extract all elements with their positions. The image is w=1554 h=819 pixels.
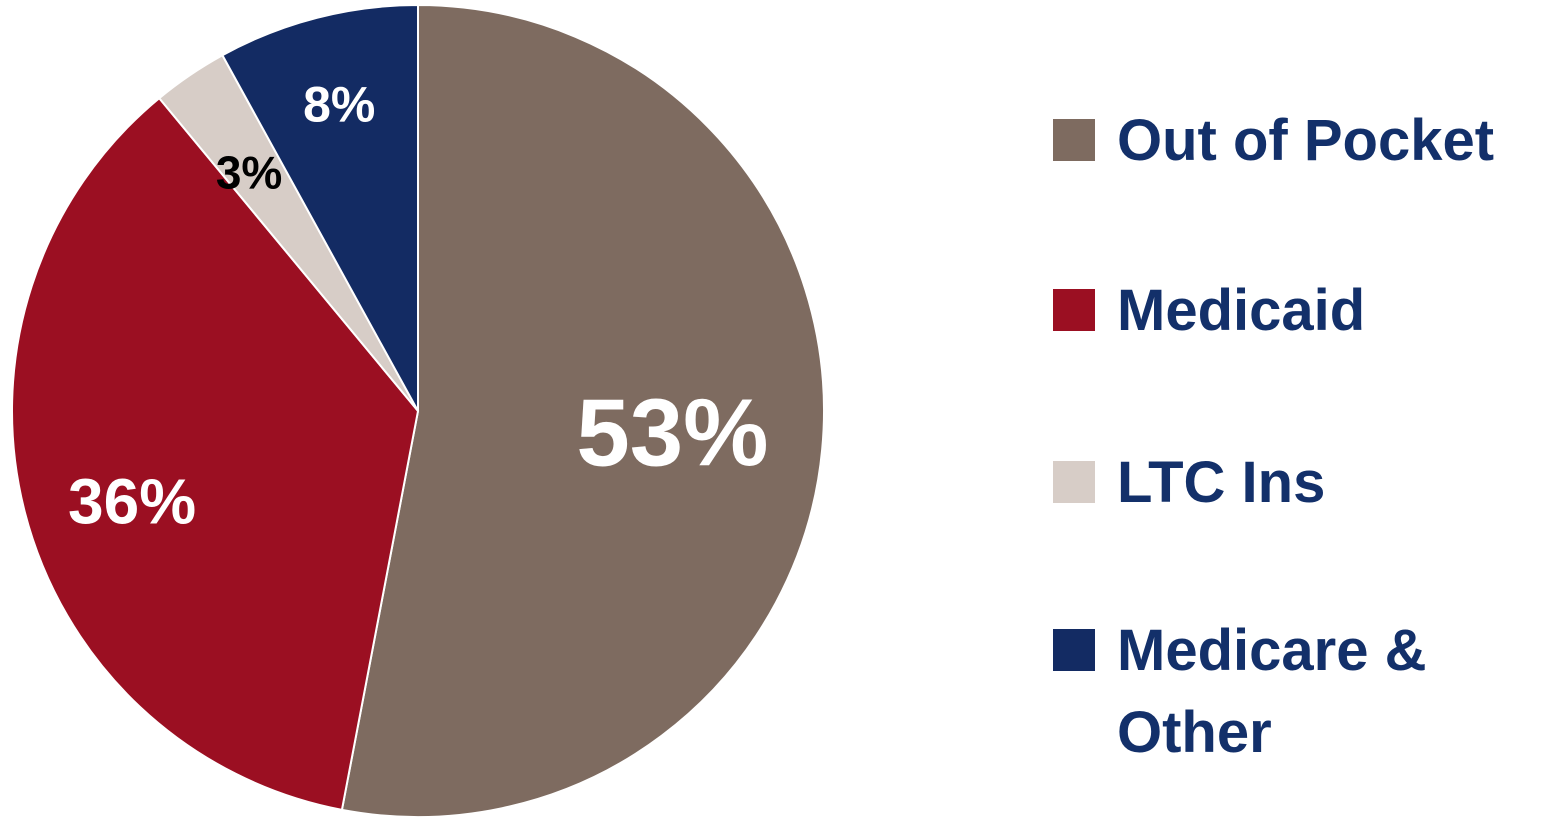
legend-label-out-of-pocket: Out of Pocket	[1117, 108, 1495, 173]
legend-swatch-medicare-other	[1053, 629, 1095, 671]
legend-item-out-of-pocket: Out of Pocket	[1053, 100, 1537, 182]
legend-swatch-medicaid	[1053, 289, 1095, 331]
legend-item-medicare-other: Medicare & Other	[1053, 610, 1537, 774]
data-label-medicaid: 36%	[68, 466, 196, 538]
pie-slice-medicare-other	[221, 3, 419, 412]
legend-swatch-ltc-ins	[1053, 461, 1095, 503]
data-label-medicare-other: 8%	[303, 76, 375, 132]
legend-label-ltc-ins: LTC Ins	[1117, 450, 1326, 515]
data-label-ltc-ins: 3%	[216, 147, 282, 199]
legend-label-medicare-other: Medicare & Other	[1117, 618, 1427, 765]
legend-label-medicaid: Medicaid	[1117, 278, 1366, 343]
legend-item-medicaid: Medicaid	[1053, 270, 1537, 352]
pie-data-labels: 53% 36% 3% 8%	[68, 76, 768, 537]
pie-slices	[11, 3, 825, 818]
pie-slice-out-of-pocket	[340, 3, 825, 818]
legend-swatch-out-of-pocket	[1053, 119, 1095, 161]
pie-slice-medicaid	[11, 96, 420, 811]
data-label-out-of-pocket: 53%	[576, 380, 768, 487]
legend-item-ltc-ins: LTC Ins	[1053, 442, 1537, 524]
